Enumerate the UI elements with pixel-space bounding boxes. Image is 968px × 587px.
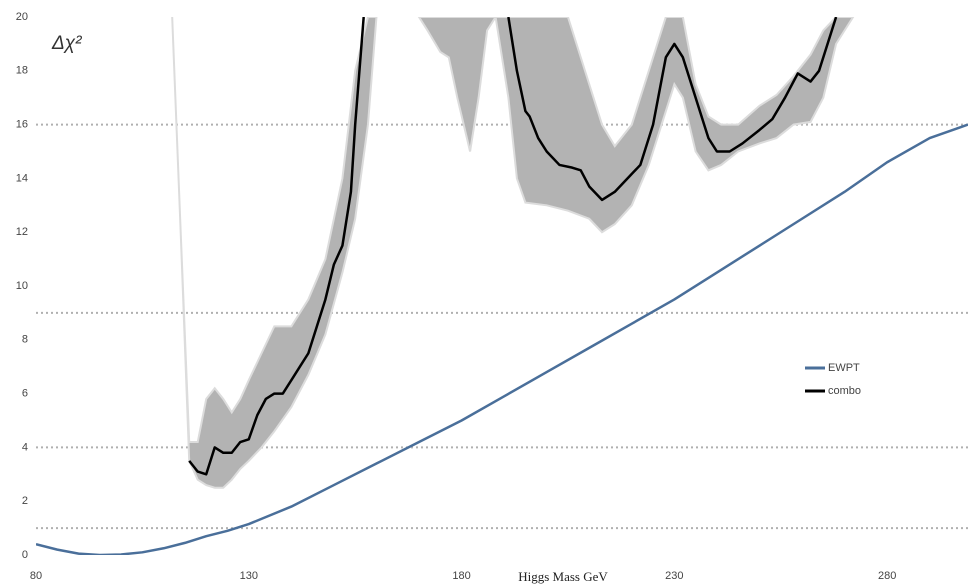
y-tick-label: 20 — [16, 11, 28, 23]
y-tick-label: 4 — [22, 441, 28, 453]
uncertainty-band — [417, 17, 855, 234]
y-tick-label: 14 — [16, 172, 28, 184]
y-tick-label: 10 — [16, 280, 28, 292]
y-tick-label: 6 — [22, 388, 28, 400]
series-line — [188, 17, 838, 476]
x-tick-label: 180 — [452, 570, 470, 582]
x-tick-label: 130 — [240, 570, 258, 582]
uncertainty-band — [171, 17, 378, 489]
x-tick-label: 230 — [665, 570, 683, 582]
x-tick-label: 80 — [30, 570, 42, 582]
y-tick-label: 2 — [22, 495, 28, 507]
legend-label: combo — [828, 385, 861, 397]
legend-label: EWPT — [828, 362, 860, 374]
y-tick-label: 18 — [16, 65, 28, 77]
x-tick-label: 280 — [878, 570, 896, 582]
annotation: Δχ² — [51, 33, 82, 54]
plot-area — [36, 17, 968, 555]
x-axis-label: Higgs Mass GeV — [518, 569, 608, 584]
y-tick-label: 16 — [16, 119, 28, 131]
y-tick-label: 8 — [22, 334, 28, 346]
y-tick-label: 12 — [16, 226, 28, 238]
series-line — [36, 123, 968, 555]
y-tick-label: 0 — [22, 549, 28, 561]
